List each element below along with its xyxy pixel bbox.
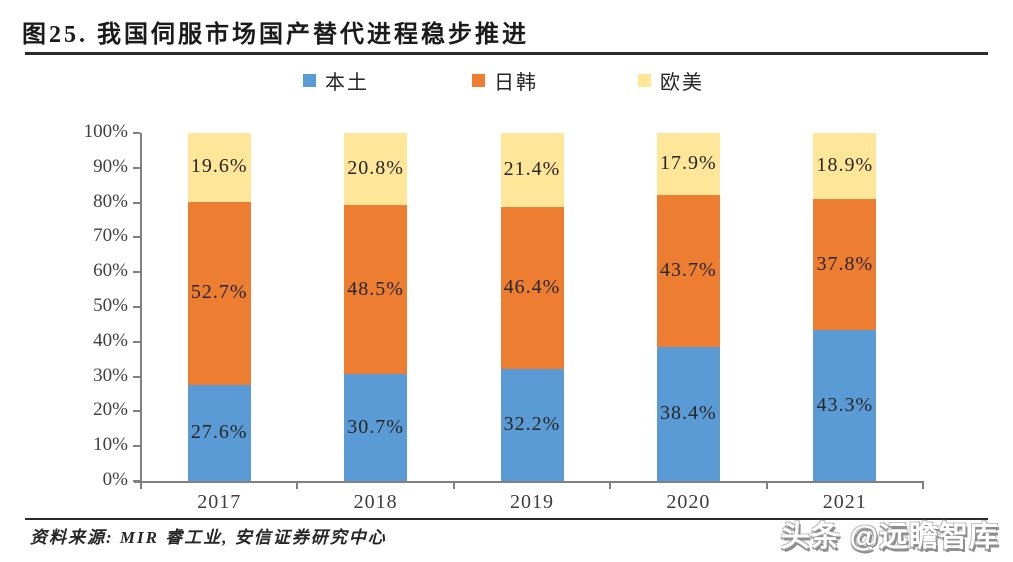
- y-axis-tick: [133, 236, 140, 239]
- bar-segment-本土: [500, 368, 564, 481]
- x-axis-category-label: 2018: [353, 491, 398, 513]
- x-axis-tick: [765, 481, 768, 489]
- bar-data-label: 38.4%: [660, 402, 717, 425]
- y-axis-tick: [133, 166, 140, 169]
- y-axis-tick-label: 40%: [93, 329, 128, 351]
- legend-swatch-icon: [303, 74, 316, 87]
- y-axis-tick-label: 20%: [93, 399, 128, 421]
- bar-data-label: 21.4%: [503, 158, 561, 181]
- legend-item-本土: 本土: [303, 66, 369, 95]
- bar-segment-日韩: [344, 205, 408, 375]
- footer-divider: [25, 518, 988, 520]
- bar-data-label: 43.3%: [816, 393, 874, 416]
- bar-segment-本土: [813, 330, 877, 481]
- y-axis-tick-label: 30%: [93, 364, 128, 386]
- bar-segment-日韩: [813, 198, 877, 331]
- y-axis-tick-label: 70%: [93, 225, 128, 247]
- bar-segment-日韩: [187, 201, 251, 385]
- legend-item-日韩: 日韩: [472, 66, 538, 95]
- y-axis-tick: [133, 271, 140, 274]
- y-axis-tick-label: 10%: [93, 434, 128, 456]
- y-axis-tick: [133, 375, 140, 378]
- y-axis-line: [140, 133, 142, 487]
- bar-data-label: 17.9%: [660, 152, 717, 175]
- legend-label: 欧美: [660, 72, 704, 94]
- x-axis-tick: [609, 481, 612, 489]
- y-axis-tick-label: 90%: [93, 155, 128, 177]
- x-axis-category-label: 2021: [822, 491, 867, 513]
- bar-segment-欧美: [344, 133, 408, 206]
- bar-segment-本土: [187, 384, 251, 481]
- bar-data-label: 20.8%: [347, 157, 404, 180]
- bar-data-label: 19.6%: [190, 155, 248, 178]
- bar-data-label: 46.4%: [503, 276, 561, 299]
- y-axis-tick: [133, 410, 140, 413]
- bar-segment-欧美: [500, 133, 564, 208]
- watermark-text: 头条 @远瞻智库: [780, 521, 999, 553]
- y-axis-tick: [133, 132, 140, 134]
- bar-segment-本土: [656, 347, 720, 481]
- x-axis-tick: [922, 481, 924, 489]
- legend-swatch-icon: [472, 74, 485, 87]
- y-axis-tick-label: 80%: [93, 190, 128, 212]
- y-axis-tick-label: 60%: [93, 260, 128, 282]
- chart-title: 图25. 我国伺服市场国产替代进程稳步推进: [22, 22, 529, 48]
- y-axis-tick-label: 0%: [102, 469, 128, 490]
- legend-item-欧美: 欧美: [638, 66, 704, 95]
- x-axis-tick: [140, 481, 142, 489]
- y-axis-tick: [133, 480, 140, 482]
- bar-data-label: 37.8%: [816, 252, 874, 275]
- bar-segment-日韩: [500, 207, 564, 369]
- y-axis-tick-label: 100%: [83, 121, 128, 142]
- x-axis-line: [134, 481, 923, 483]
- bar-segment-欧美: [656, 133, 720, 196]
- y-axis-tick-label: 50%: [93, 295, 128, 316]
- bar-data-label: 52.7%: [190, 281, 248, 304]
- y-axis-tick: [133, 201, 140, 204]
- source-note: 资料来源: MIR 睿工业, 安信证券研究中心: [30, 528, 387, 547]
- legend-swatch-icon: [638, 74, 651, 87]
- bar-segment-日韩: [656, 195, 720, 348]
- x-axis-tick: [452, 481, 455, 489]
- legend-label: 本土: [325, 72, 369, 94]
- y-axis-tick: [133, 306, 140, 308]
- x-axis-tick: [296, 481, 299, 489]
- bar-segment-欧美: [187, 133, 251, 202]
- y-axis-tick: [133, 340, 140, 343]
- bar-data-label: 18.9%: [816, 153, 874, 176]
- chart-legend: 本土 日韩 欧美: [0, 66, 1013, 95]
- bar-data-label: 27.6%: [190, 420, 248, 443]
- y-axis-tick: [133, 445, 140, 448]
- title-divider: [25, 52, 988, 55]
- x-axis-category-label: 2019: [510, 491, 554, 513]
- x-axis-category-label: 2017: [197, 491, 242, 513]
- legend-label: 日韩: [494, 72, 538, 94]
- bar-segment-欧美: [813, 133, 877, 199]
- bar-data-label: 30.7%: [347, 415, 404, 438]
- bar-data-label: 43.7%: [660, 259, 717, 282]
- bar-data-label: 48.5%: [347, 277, 404, 300]
- bar-segment-本土: [344, 374, 408, 481]
- bar-data-label: 32.2%: [503, 412, 561, 435]
- x-axis-category-label: 2020: [666, 491, 711, 513]
